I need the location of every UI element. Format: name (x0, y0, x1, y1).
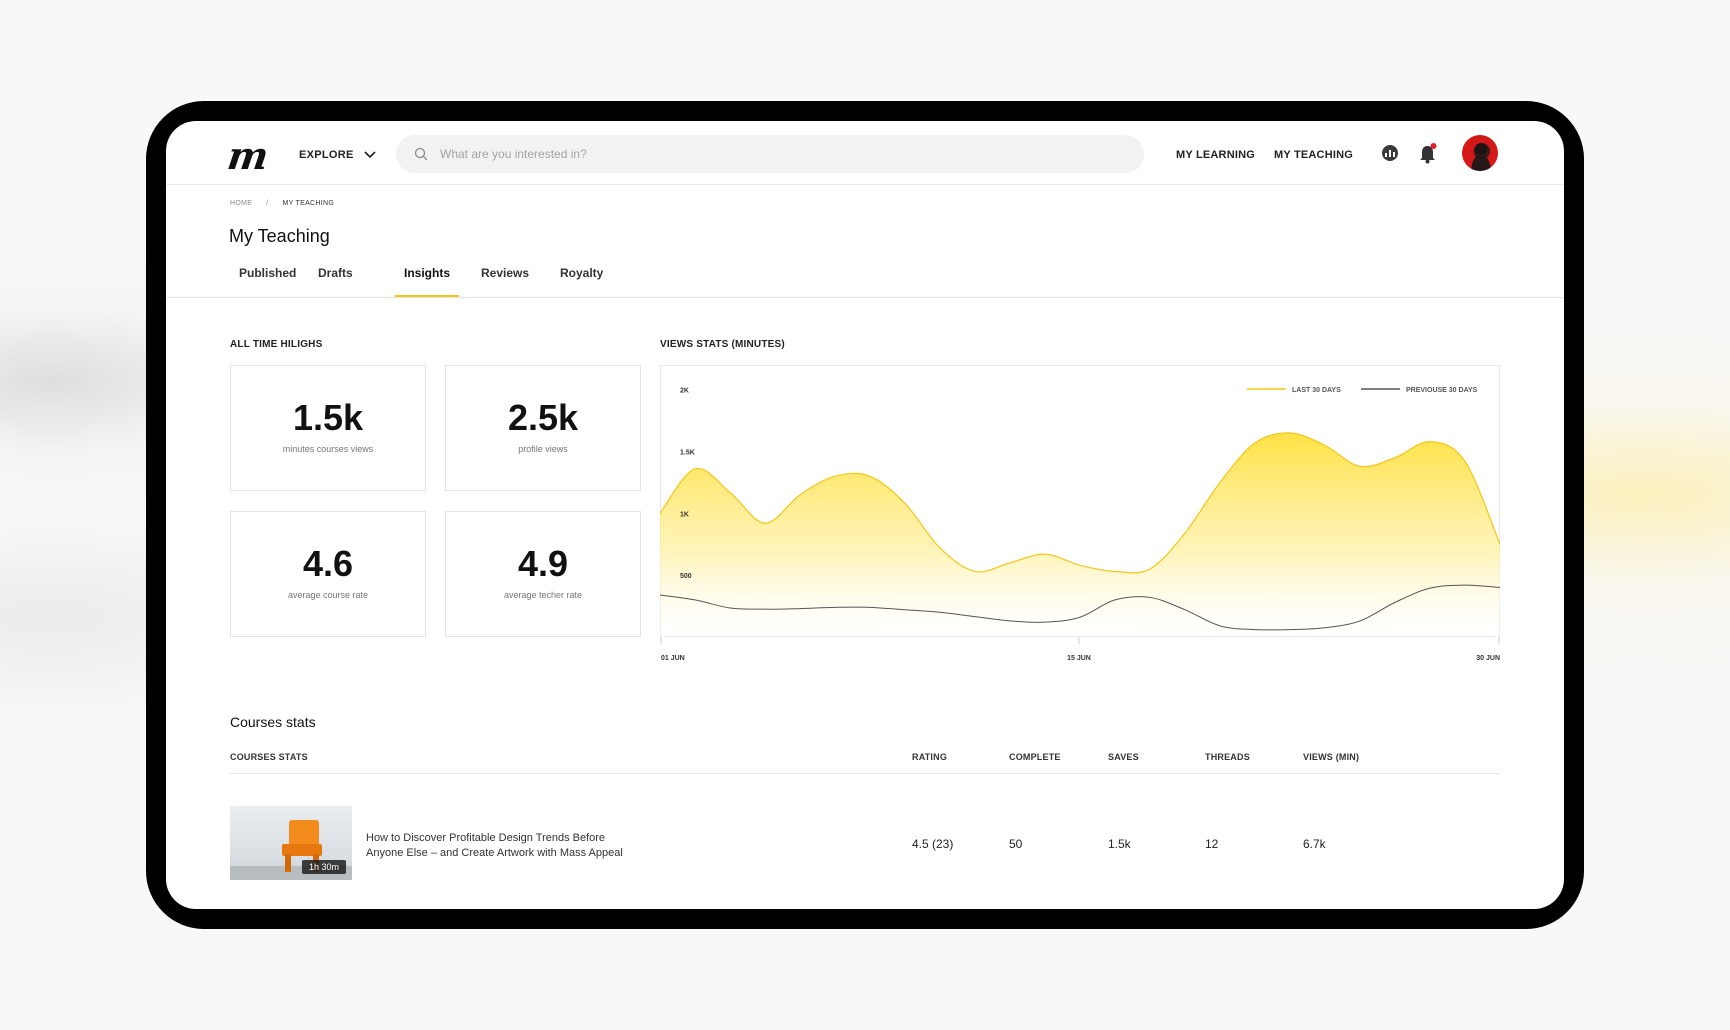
breadcrumb-separator: / (266, 200, 269, 207)
tab-reviews[interactable]: Reviews (481, 266, 530, 280)
user-avatar[interactable] (1462, 135, 1498, 171)
y-tick-label: 1K (680, 511, 689, 518)
tab-insights[interactable]: Insights (404, 266, 451, 280)
notification-bell-icon[interactable] (1418, 142, 1438, 164)
course-saves: 1.5k (1108, 837, 1131, 851)
x-tick-label: 01 JUN (661, 655, 685, 662)
chair-image (289, 820, 319, 848)
nav-my-teaching[interactable]: MY TEACHING (1274, 149, 1354, 161)
highlight-card: 1.5k minutes courses views (230, 365, 426, 491)
chart-title: VIEWS STATS (MINUTES) (660, 339, 785, 350)
tab-royalty[interactable]: Royalty (560, 266, 604, 280)
highlights-title: ALL TIME HILIGHS (230, 339, 323, 350)
explore-label: EXPLORE (299, 149, 354, 161)
app-screen: m EXPLORE MY LEARNING MY TEACHING (166, 121, 1564, 909)
course-threads: 12 (1205, 837, 1219, 851)
duration-badge: 1h 30m (301, 860, 346, 874)
search-input[interactable] (440, 147, 1040, 161)
chair-leg (285, 854, 291, 872)
course-complete: 50 (1009, 837, 1023, 851)
legend-label-previous-30-days: PREVIOUSE 30 DAYS (1406, 387, 1478, 394)
y-tick-label: 1.5K (680, 450, 695, 457)
highlight-value: 1.5k (292, 397, 364, 438)
top-navigation: m EXPLORE MY LEARNING MY TEACHING (166, 121, 1564, 185)
column-header-complete[interactable]: COMPLETE (1009, 752, 1061, 762)
highlight-card: 4.9 average techer rate (445, 511, 641, 637)
views-stats-chart: 2K 1.5K 1K 500 01 JUN 15 JUN 30 JUN LAST 30 DAY… (660, 387, 1500, 662)
column-header-rating[interactable]: RATING (912, 752, 948, 762)
course-thumbnail[interactable]: 1h 30m (230, 806, 352, 880)
chair-seat (282, 844, 322, 856)
highlight-value: 2.5k (507, 397, 579, 438)
course-title[interactable]: How to Discover Profitable Design Trends… (366, 832, 623, 859)
chevron-down-icon (364, 151, 376, 159)
stats-icon[interactable] (1382, 145, 1398, 161)
nav-my-learning[interactable]: MY LEARNING (1176, 149, 1256, 161)
highlight-card: 2.5k profile views (445, 365, 641, 491)
y-tick-label: 2K (680, 388, 689, 395)
highlight-label: profile views (518, 444, 568, 454)
column-header-saves[interactable]: SAVES (1108, 752, 1139, 762)
legend-label-last-30-days: LAST 30 DAYS (1292, 387, 1341, 394)
last-30-days-area (660, 432, 1500, 637)
courses-section-title: Courses stats (230, 714, 316, 730)
page-title: My Teaching (229, 226, 330, 246)
tab-bar: Published Drafts Insights Reviews Royalt… (166, 256, 1564, 298)
y-tick-label: 500 (680, 573, 692, 580)
highlight-value: 4.6 (302, 543, 354, 584)
breadcrumb-current: MY TEACHING (282, 200, 335, 207)
highlight-label: average techer rate (503, 590, 583, 600)
last-30-days-line (660, 432, 1500, 574)
table-header-divider (230, 773, 1500, 774)
tab-published[interactable]: Published (239, 266, 297, 280)
previous-30-days-line (660, 584, 1500, 631)
course-views: 6.7k (1303, 837, 1326, 851)
search-icon (414, 147, 428, 161)
explore-menu[interactable]: EXPLORE (299, 149, 376, 161)
highlight-card: 4.6 average course rate (230, 511, 426, 637)
brand-logo[interactable]: m (224, 133, 270, 178)
x-tick-label: 15 JUN (1067, 655, 1091, 662)
column-header-course[interactable]: COURSES STATS (230, 752, 308, 762)
search-bar[interactable] (396, 135, 1144, 173)
column-header-threads[interactable]: THREADS (1205, 752, 1250, 762)
tablet-frame: m EXPLORE MY LEARNING MY TEACHING (146, 101, 1584, 929)
x-tick-label: 30 JUN (1476, 655, 1500, 662)
course-rating: 4.5 (23) (912, 837, 954, 851)
column-header-views[interactable]: VIEWS (MIN) (1303, 752, 1360, 762)
avatar-silhouette (1471, 143, 1491, 171)
highlight-label: minutes courses views (282, 444, 374, 454)
highlight-value: 4.9 (517, 543, 569, 584)
breadcrumb: HOME / MY TEACHING (230, 200, 334, 207)
highlight-label: average course rate (287, 590, 369, 600)
breadcrumb-home[interactable]: HOME (230, 200, 253, 207)
active-tab-indicator (395, 295, 459, 297)
tab-drafts[interactable]: Drafts (318, 266, 353, 280)
